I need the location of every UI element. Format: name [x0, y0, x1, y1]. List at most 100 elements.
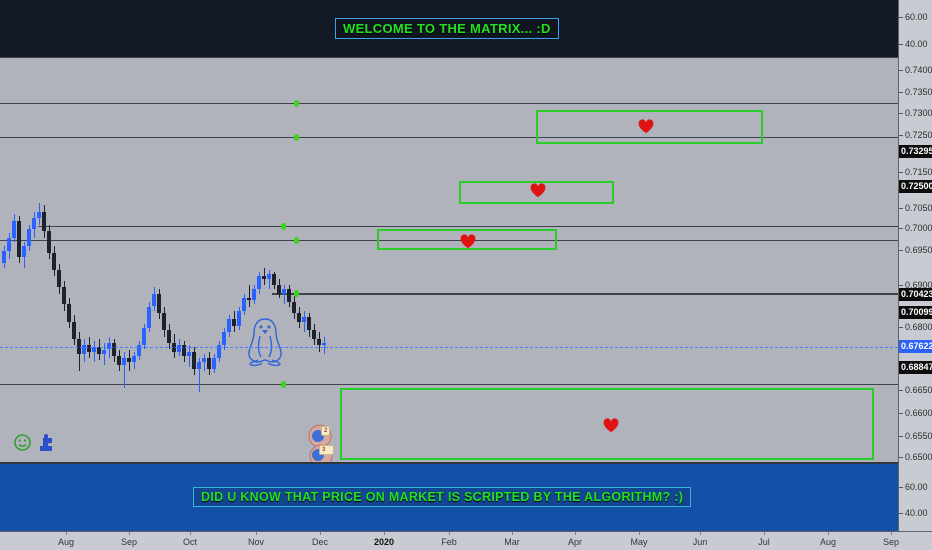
candle [62, 287, 66, 305]
candle [202, 358, 206, 363]
axis-tick-dash [899, 457, 903, 458]
time-scale-label: Feb [441, 537, 457, 547]
candle-wick [323, 336, 325, 354]
horizontal-line-drawing[interactable] [0, 384, 898, 385]
horizontal-line-drawing[interactable] [0, 103, 898, 104]
axis-tick-dash [899, 135, 903, 136]
time-tick-dash [639, 532, 640, 535]
smiley-icon[interactable] [13, 433, 32, 452]
axis-tick-dash [899, 92, 903, 93]
current-price-line [0, 347, 898, 348]
horizontal-line-drawing[interactable] [0, 240, 898, 241]
candle [167, 330, 171, 344]
heart-icon[interactable] [603, 418, 619, 438]
puzzle-icon[interactable] [38, 432, 55, 452]
candle [22, 246, 26, 258]
candle [272, 274, 276, 285]
top-banner-panel[interactable]: WELCOME TO THE MATRIX... :D [0, 0, 898, 58]
time-tick-dash [190, 532, 191, 535]
price-level-badge: 0.68847 [899, 361, 932, 374]
green-zone-box[interactable] [340, 388, 874, 460]
heart-icon[interactable] [460, 234, 476, 254]
price-level-badge: 0.73295 [899, 145, 932, 158]
candle [317, 338, 321, 346]
sticker-2-icon[interactable]: 2 3 [306, 424, 342, 462]
candle [232, 319, 236, 326]
time-tick-dash [512, 532, 513, 535]
indicator-scale-label: 60.00 [905, 482, 928, 492]
axis-tick-dash [899, 17, 903, 18]
price-scale-label: 0.72500 [905, 130, 932, 140]
time-scale-label: 2020 [373, 537, 395, 547]
axis-tick-dash [899, 285, 903, 286]
tux-penguin-icon[interactable] [244, 316, 286, 366]
horizontal-line-drawing[interactable] [0, 137, 898, 138]
green-dot-marker[interactable] [294, 290, 299, 297]
candle-wick [123, 351, 125, 389]
candle [92, 347, 96, 352]
green-zone-box[interactable] [536, 110, 763, 144]
candle [87, 345, 91, 352]
time-scale-label: Aug [819, 537, 837, 547]
candle-wick [303, 310, 305, 333]
candle [267, 274, 271, 279]
candle [12, 220, 16, 238]
green-zone-box[interactable] [377, 229, 557, 250]
candle [107, 343, 111, 350]
candle [247, 297, 251, 301]
candle [117, 355, 121, 365]
sticker-3-label: 3 [319, 445, 335, 455]
time-tick-dash [320, 532, 321, 535]
chart-plot-area[interactable]: 2 3 [0, 58, 898, 462]
price-level-badge: 0.72500 [899, 180, 932, 193]
time-scale-label: Jul [758, 537, 770, 547]
green-dot-marker[interactable] [294, 100, 299, 107]
candle [7, 237, 11, 251]
candle [192, 351, 196, 369]
candle [227, 319, 231, 333]
candle [262, 276, 266, 279]
algorithm-text-box[interactable]: DID U KNOW THAT PRICE ON MARKET IS SCRIP… [193, 487, 692, 507]
axis-tick-dash [899, 413, 903, 414]
green-dot-marker[interactable] [294, 134, 299, 141]
candle [27, 229, 31, 247]
candle-wick [198, 358, 200, 393]
horizontal-line-drawing[interactable] [38, 226, 898, 227]
axis-tick-dash [899, 70, 903, 71]
candle [52, 252, 56, 270]
candle-wick [203, 353, 205, 371]
candle [157, 293, 161, 313]
heart-icon[interactable] [530, 183, 546, 203]
axis-tick-dash [899, 436, 903, 437]
candle [212, 358, 216, 369]
candle [32, 218, 36, 230]
current-price-badge: 0.67622 [899, 340, 932, 353]
welcome-text-box[interactable]: WELCOME TO THE MATRIX... :D [335, 18, 559, 39]
candle [297, 312, 301, 322]
bottom-banner-panel[interactable]: DID U KNOW THAT PRICE ON MARKET IS SCRIP… [0, 464, 898, 531]
candle [182, 345, 186, 356]
candle [197, 362, 201, 369]
indicator-scale-label: 40.00 [905, 39, 928, 49]
heart-icon[interactable] [638, 119, 654, 139]
horizontal-line-drawing[interactable] [272, 293, 898, 295]
candle [77, 338, 81, 354]
green-zone-box[interactable] [459, 181, 614, 204]
time-scale-label: Mar [504, 537, 520, 547]
green-dot-marker[interactable] [294, 237, 299, 244]
candle [127, 358, 131, 363]
time-scale-label: Apr [567, 537, 583, 547]
time-axis[interactable]: Aug Sep Oct Nov Dec 2020 Feb Mar Apr May Jun Jul Aug… [0, 531, 932, 550]
candle [162, 312, 166, 331]
green-dot-marker[interactable] [281, 223, 286, 230]
time-tick-dash [764, 532, 765, 535]
green-dot-marker[interactable] [281, 381, 286, 388]
